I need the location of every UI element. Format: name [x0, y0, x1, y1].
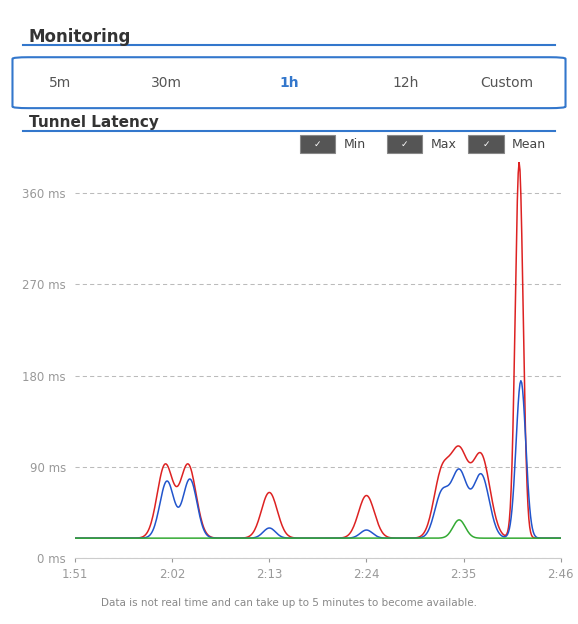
Text: ✓: ✓ [314, 140, 321, 149]
Text: 5m: 5m [49, 76, 72, 90]
Text: Min: Min [343, 138, 365, 150]
FancyBboxPatch shape [300, 135, 335, 154]
Text: 30m: 30m [151, 76, 182, 90]
FancyBboxPatch shape [13, 57, 565, 108]
FancyBboxPatch shape [387, 135, 422, 154]
Text: Max: Max [430, 138, 456, 150]
FancyBboxPatch shape [468, 135, 503, 154]
Text: Mean: Mean [512, 138, 546, 150]
Text: Monitoring: Monitoring [29, 28, 131, 46]
Text: Custom: Custom [480, 76, 533, 90]
Text: 12h: 12h [393, 76, 419, 90]
Text: 1h: 1h [279, 76, 299, 90]
Text: Tunnel Latency: Tunnel Latency [29, 115, 159, 130]
Text: Data is not real time and can take up to 5 minutes to become available.: Data is not real time and can take up to… [101, 598, 477, 608]
Text: ✓: ✓ [401, 140, 408, 149]
Text: ✓: ✓ [482, 140, 490, 149]
